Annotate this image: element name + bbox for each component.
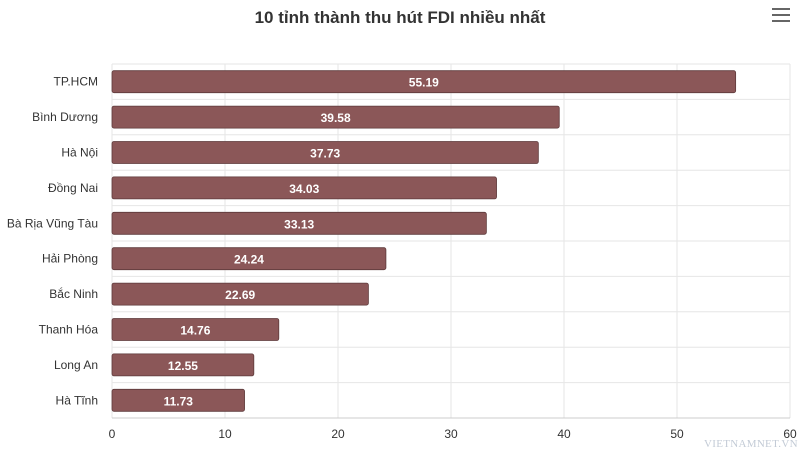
- data-label: 33.13: [284, 217, 314, 231]
- x-tick-label: 30: [444, 427, 458, 441]
- data-label: 37.73: [310, 147, 340, 161]
- bar: [111, 70, 737, 94]
- x-tick-label: 40: [557, 427, 571, 441]
- category-label: Thanh Hóa: [39, 323, 99, 337]
- data-label: 39.58: [321, 111, 351, 125]
- x-tick-label: 60: [783, 427, 797, 441]
- category-label: Hải Phòng: [42, 252, 98, 266]
- bar: [111, 318, 280, 341]
- x-tick-label: 50: [670, 427, 684, 441]
- category-label: Đồng Nai: [48, 181, 98, 195]
- data-label: 14.76: [180, 324, 210, 338]
- chart-title: 10 tỉnh thành thu hút FDI nhiều nhất: [254, 8, 546, 27]
- bar: [111, 247, 387, 271]
- category-label: TP.HCM: [54, 75, 98, 89]
- data-label: 24.24: [234, 253, 264, 267]
- bar: [111, 211, 487, 235]
- category-label: Hà Nội: [61, 146, 98, 160]
- hamburger-menu-icon[interactable]: [772, 8, 790, 22]
- data-label: 12.55: [168, 359, 198, 373]
- watermark: VIETNAMNET.VN: [704, 438, 798, 450]
- data-label: 11.73: [164, 394, 194, 408]
- category-label: Long An: [54, 358, 98, 372]
- bar: [111, 141, 539, 164]
- x-tick-label: 20: [331, 427, 345, 441]
- data-label: 55.19: [409, 76, 439, 90]
- bar: [111, 105, 560, 129]
- data-label: 34.03: [289, 182, 319, 196]
- data-label: 22.69: [225, 288, 255, 302]
- bar: [111, 176, 497, 200]
- bar: [111, 282, 369, 306]
- x-tick-label: 10: [218, 427, 232, 441]
- bar: [111, 388, 245, 412]
- bar: [111, 353, 255, 377]
- x-tick-label: 0: [109, 427, 116, 441]
- category-label: Bình Dương: [32, 110, 98, 124]
- category-label: Bà Rịa Vũng Tàu: [7, 216, 98, 230]
- category-label: Hà Tĩnh: [56, 393, 98, 407]
- category-label: Bắc Ninh: [49, 286, 98, 301]
